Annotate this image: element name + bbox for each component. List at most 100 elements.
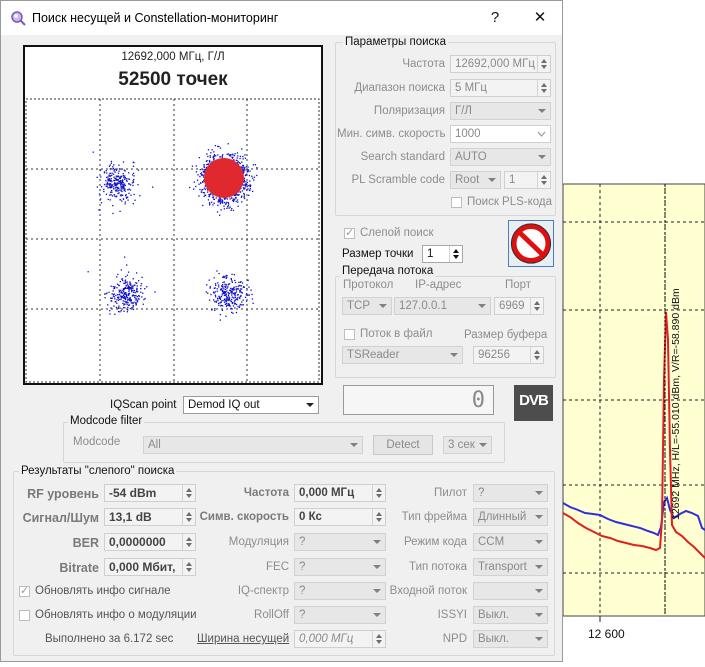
issyi-select[interactable]: Выкл. [473,606,548,624]
blind-search-checkbox[interactable] [344,226,355,239]
snr-field[interactable]: 13,1 dB [104,508,196,526]
rolloff-select[interactable]: ? [294,606,386,624]
stream-type-select[interactable]: Transport [473,558,548,576]
buffer-size-spinner[interactable] [530,347,543,363]
constellation-point [135,302,137,304]
constellation-point [197,174,199,176]
interval-select[interactable]: 3 сек [443,436,492,454]
frame-type-select[interactable]: Длинный [473,508,548,526]
constellation-point [140,291,142,293]
help-button[interactable]: ? [490,9,500,26]
constellation-point [203,165,205,167]
search-params-title: Параметры поиска [343,36,448,48]
bitrate-field[interactable]: 0,000 Мбит, [104,558,196,576]
pls-search-checkbox[interactable] [451,197,462,208]
constellation-point [113,170,115,172]
protocol-label: Протокол [343,279,394,291]
carrier-width-link[interactable]: Ширина несущей [197,633,290,645]
constellation-point [249,185,251,188]
constellation-point [209,193,211,195]
update-modulation-checkbox[interactable] [19,610,30,621]
ip-select[interactable]: 127.0.0.1 [394,297,491,315]
constellation-point [132,181,135,183]
constellation-point [228,283,230,285]
constellation-point [127,196,129,198]
reader-select[interactable]: TSReader [342,346,463,364]
polarization-select[interactable]: Г/Л [450,102,551,120]
constellation-point [124,287,126,289]
ber-field[interactable]: 0,0000000 [104,533,196,551]
fec-select[interactable]: ? [294,558,386,576]
pilot-select[interactable]: ? [473,484,548,502]
constellation-point [238,194,240,196]
chevron-down-icon [535,589,543,593]
min-symrate-input[interactable]: 1000 [450,125,551,143]
constellation-point [116,190,118,192]
pl-scramble-mode-select[interactable]: Root [450,171,501,189]
pl-scramble-spinner[interactable] [537,172,550,188]
constellation-point [127,294,130,296]
constellation-point [233,274,235,276]
port-input[interactable]: 6969 [494,297,544,315]
constellation-point [209,160,211,162]
constellation-point [251,298,254,300]
snr-spinner[interactable] [182,509,195,525]
constellation-point [230,277,232,280]
range-input[interactable]: 5 МГц [450,79,551,97]
sym-rate-spinner[interactable] [372,509,385,525]
npd-select[interactable]: Выкл. [473,630,548,648]
protocol-select[interactable]: TCP [342,297,392,315]
buffer-size-input[interactable]: 96256 [473,346,544,364]
ber-spinner[interactable] [182,534,195,550]
constellation-point [104,293,106,295]
result-frequency-label: Частота [243,487,289,499]
modulation-select[interactable]: ? [294,533,386,551]
modcode-select[interactable]: All [143,436,363,454]
code-mode-select[interactable]: CCM [473,533,548,551]
constellation-point [125,301,127,303]
constellation-point [92,151,94,153]
constellation-point [209,287,211,289]
frequency-spinner[interactable] [537,56,550,72]
sym-rate-field[interactable]: 0 Кс [294,508,386,526]
constellation-point [136,296,139,298]
constellation-point [121,181,124,183]
point-size-spinner[interactable] [449,246,462,262]
iqscan-select[interactable]: Demod IQ out [183,396,319,414]
search-standard-select[interactable]: AUTO [450,148,551,166]
constellation-point [235,289,237,291]
carrier-width-field[interactable]: 0,000 МГц [294,630,386,648]
pl-scramble-code-input[interactable]: 1 [504,171,551,189]
rf-level-spinner[interactable] [182,485,195,501]
constellation-point [214,308,216,310]
result-frequency-spinner[interactable] [372,485,385,501]
constellation-point [134,297,136,299]
constellation-point [233,194,235,196]
stop-button[interactable] [508,220,554,267]
constellation-point [111,297,113,299]
update-signal-checkbox[interactable] [19,584,30,597]
constellation-point [124,188,126,190]
carrier-width-spinner[interactable] [372,631,385,647]
ber-value: 0,0000000 [109,535,166,549]
detect-button[interactable]: Detect [373,435,433,455]
chevron-down-icon [450,353,458,357]
range-spinner[interactable] [537,80,550,96]
point-size-input[interactable]: 1 [422,245,463,263]
constellation-point [116,302,118,304]
rf-level-field[interactable]: -54 dBm [104,484,196,502]
constellation-point [198,195,200,197]
constellation-point [116,182,118,184]
port-spinner[interactable] [530,298,543,314]
result-frequency-field[interactable]: 0,000 МГц [294,484,386,502]
iq-spectrum-select[interactable]: ? [294,582,386,600]
constellation-point [242,187,245,189]
input-stream-select[interactable] [473,582,548,600]
elapsed-time: Выполнено за 6.172 sec [45,633,174,645]
bitrate-spinner[interactable] [182,559,195,575]
point-size-label: Размер точки [342,248,414,260]
stream-to-file-checkbox[interactable] [344,329,355,340]
frequency-input[interactable]: 12692,000 МГц [450,55,551,73]
close-button[interactable]: ✕ [533,9,547,26]
constellation-point [113,183,115,185]
